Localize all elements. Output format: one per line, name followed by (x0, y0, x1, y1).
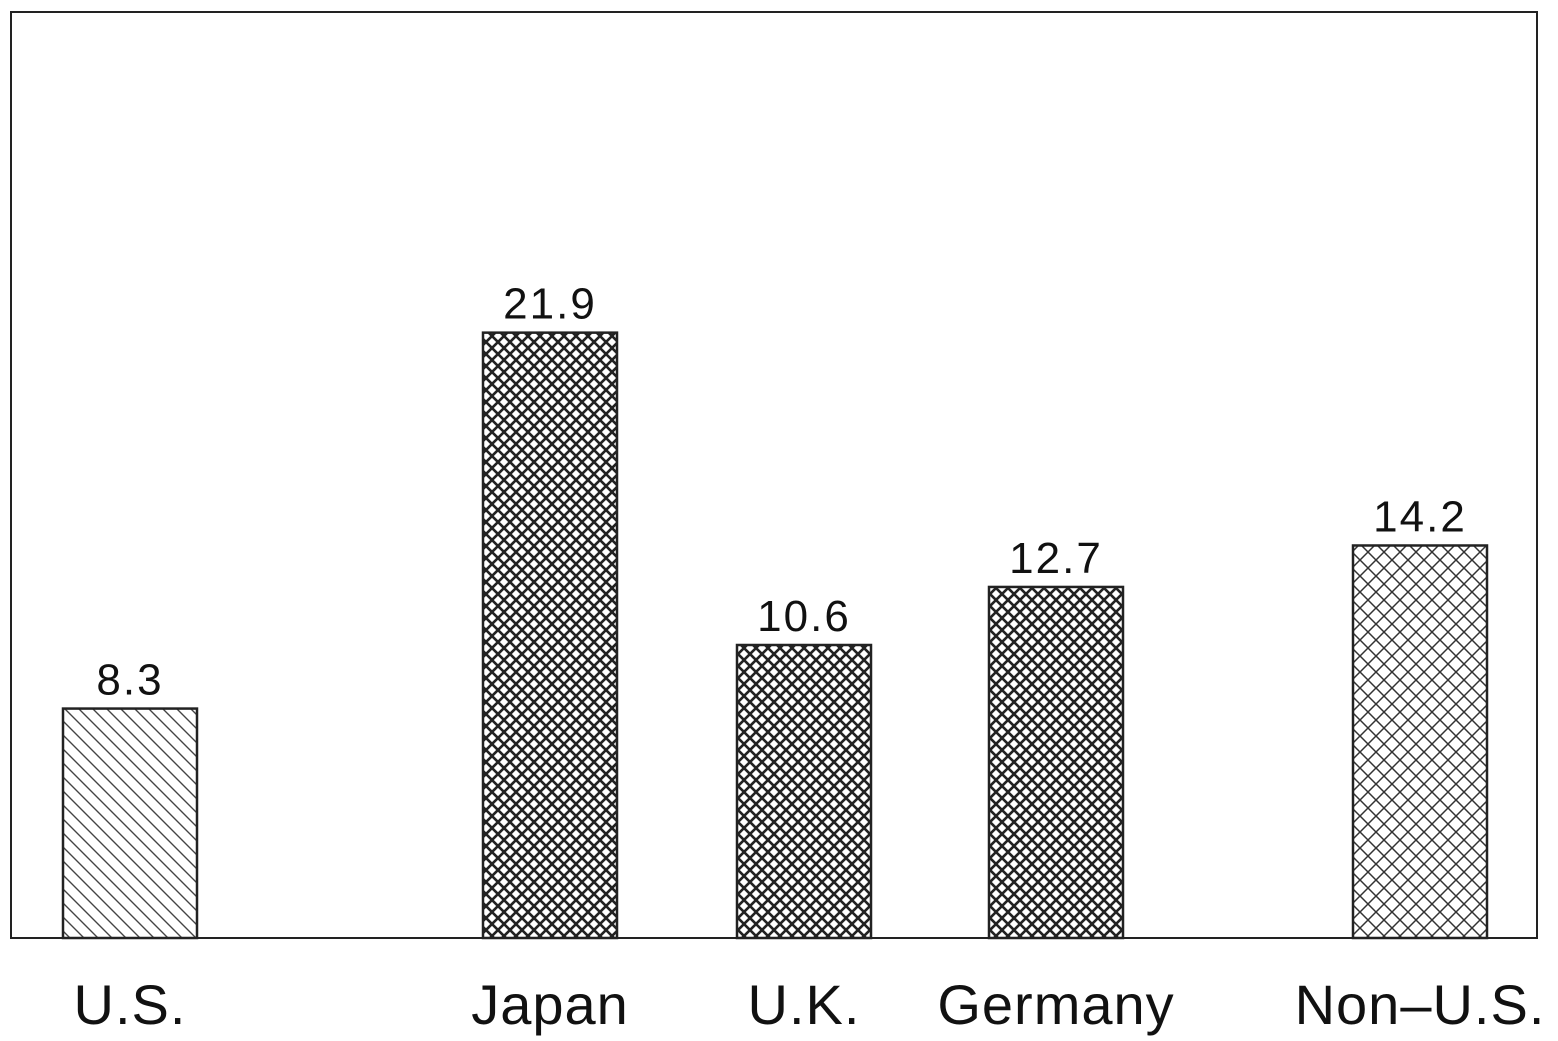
category-label-germany: Germany (937, 973, 1174, 1036)
bar-non-u-s (1351, 544, 1489, 940)
category-label-japan: Japan (471, 973, 629, 1036)
value-label-u-s: 8.3 (96, 656, 163, 705)
value-label-non-u-s: 14.2 (1373, 492, 1467, 541)
category-label-u-s: U.S. (74, 973, 187, 1036)
bar-germany (987, 585, 1125, 940)
bar-u-s (61, 707, 199, 940)
bar-japan (481, 331, 619, 940)
value-labels-group: 8.3 21.9 10.6 12.7 14.2 (96, 280, 1467, 705)
value-label-japan: 21.9 (503, 280, 597, 329)
bar-u-k (735, 643, 873, 940)
category-label-u-k: U.K. (748, 973, 861, 1036)
category-label-non-u-s: Non–U.S. (1295, 973, 1546, 1036)
category-labels-group: U.S. Japan U.K. Germany Non–U.S. (74, 973, 1546, 1036)
value-label-u-k: 10.6 (757, 592, 851, 641)
value-label-germany: 12.7 (1009, 534, 1103, 583)
bars-group (61, 331, 1489, 940)
